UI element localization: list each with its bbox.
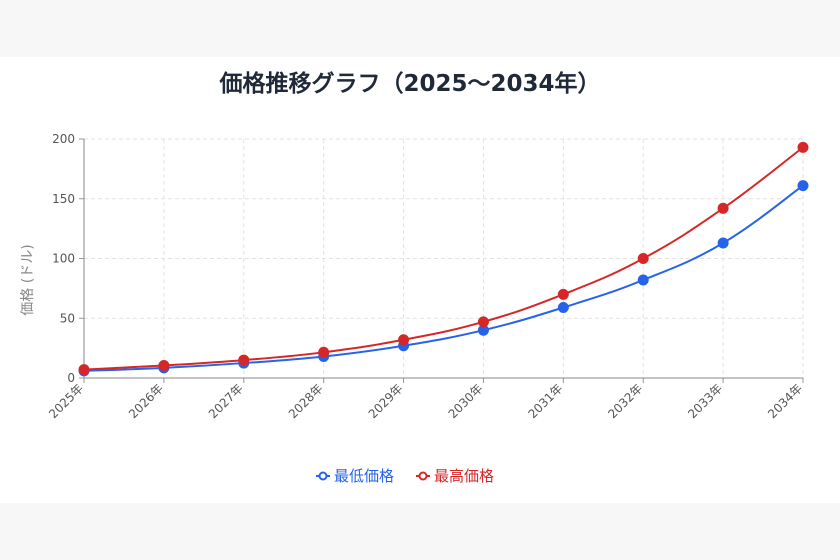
legend-label: 最低価格	[334, 467, 394, 485]
y-tick-label: 150	[52, 192, 75, 206]
x-tick-label: 2034年	[765, 381, 805, 421]
y-axis-label: 価格 (ドル)	[20, 244, 36, 315]
data-point	[477, 316, 489, 328]
y-tick-label: 100	[52, 252, 75, 266]
x-tick-label: 2026年	[126, 381, 166, 421]
data-point	[637, 253, 649, 264]
x-tick-label: 2033年	[685, 381, 725, 421]
data-point	[158, 359, 170, 371]
axes: 0 50 100 150 200 2025年 2026年 2027年 2028年 2029年 203…	[46, 132, 805, 421]
x-tick-label: 2030年	[446, 381, 486, 421]
series-line	[83, 146, 804, 371]
data-point	[557, 301, 569, 313]
legend[interactable]: 最低価格 最高価格	[316, 467, 494, 485]
chart-title: 価格推移グラフ（2025〜2034年）	[218, 70, 600, 97]
series-max-price	[78, 141, 809, 376]
x-tick-label: 2031年	[525, 381, 565, 421]
data-point	[717, 202, 729, 214]
x-tick-label: 2029年	[366, 381, 406, 421]
data-point	[398, 334, 410, 346]
line-chart: 価格推移グラフ（2025〜2034年） 0 50 100 150 200 2025年 202…	[20, 70, 809, 485]
data-point	[78, 364, 90, 376]
series	[78, 141, 809, 377]
data-point	[318, 346, 330, 358]
legend-label: 最高価格	[434, 467, 494, 485]
legend-swatch-marker	[418, 471, 428, 481]
data-point	[717, 237, 729, 249]
data-point	[797, 180, 809, 192]
x-tick-label: 2025年	[46, 381, 86, 421]
x-tick-label: 2028年	[286, 381, 326, 421]
legend-swatch-marker	[318, 471, 328, 481]
y-tick-label: 0	[67, 371, 75, 385]
data-point	[557, 288, 569, 300]
series-min-price	[78, 180, 809, 377]
chart-card: 価格推移グラフ（2025〜2034年） 0 50 100 150 200 2025年 202…	[0, 57, 840, 503]
data-point	[637, 274, 649, 286]
y-tick-label: 50	[60, 311, 75, 325]
y-tick-label: 200	[52, 132, 75, 146]
x-tick-label: 2027年	[206, 381, 246, 421]
data-point	[238, 354, 250, 366]
x-tick-label: 2032年	[605, 381, 645, 421]
legend-item[interactable]: 最高価格	[416, 467, 494, 485]
legend-item[interactable]: 最低価格	[316, 467, 394, 485]
series-line	[83, 184, 804, 372]
data-point	[797, 141, 809, 153]
